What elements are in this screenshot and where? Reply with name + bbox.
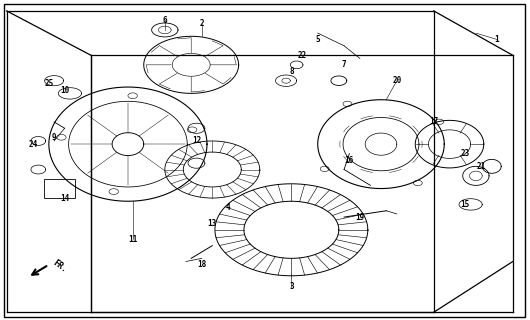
Text: 25: 25 (44, 79, 54, 88)
Text: 20: 20 (392, 76, 401, 85)
Text: 4: 4 (226, 203, 231, 212)
Text: 11: 11 (129, 235, 138, 244)
Text: 6: 6 (163, 16, 167, 25)
Text: 12: 12 (192, 136, 201, 146)
Text: 16: 16 (344, 156, 354, 164)
Text: 15: 15 (461, 200, 470, 209)
Text: 13: 13 (208, 219, 217, 228)
Text: 24: 24 (29, 140, 38, 148)
Text: 3: 3 (289, 282, 294, 292)
Text: 23: 23 (461, 149, 470, 158)
Text: 10: 10 (60, 86, 69, 95)
Text: 1: 1 (494, 35, 499, 44)
Text: 17: 17 (429, 117, 438, 126)
Text: 8: 8 (289, 67, 294, 76)
Text: 7: 7 (342, 60, 347, 69)
Text: 9: 9 (52, 133, 56, 142)
Text: 22: 22 (297, 51, 306, 60)
Text: 14: 14 (60, 194, 69, 203)
Text: FR.: FR. (51, 258, 69, 274)
Text: 21: 21 (476, 162, 486, 171)
Text: 19: 19 (355, 212, 365, 222)
Text: 2: 2 (199, 19, 204, 28)
Text: 18: 18 (197, 260, 206, 269)
Text: 5: 5 (315, 35, 320, 44)
